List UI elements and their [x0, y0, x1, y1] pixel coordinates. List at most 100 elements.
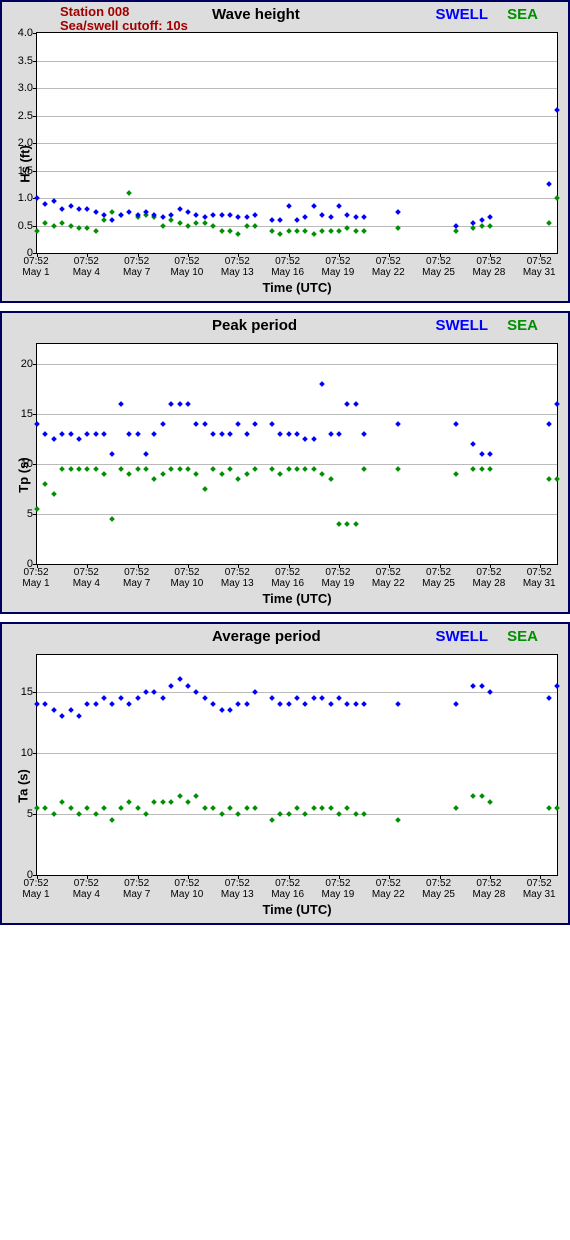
data-point-sea — [395, 817, 401, 823]
data-point-sea — [110, 817, 116, 823]
x-tick-label: 07:52May 16 — [271, 256, 304, 278]
data-point-sea — [101, 217, 107, 223]
data-point-swell — [344, 401, 350, 407]
data-point-swell — [110, 451, 116, 457]
data-point-sea — [202, 486, 208, 492]
x-tick-date: May 1 — [22, 889, 49, 900]
x-tick-label: 07:52May 22 — [372, 256, 405, 278]
plot-area: 051015 — [36, 654, 558, 876]
data-point-swell — [43, 431, 49, 437]
data-point-swell — [43, 201, 49, 207]
y-tick-label: 1.0 — [18, 192, 33, 204]
data-point-swell — [210, 212, 216, 218]
gridline — [37, 514, 557, 515]
x-tick-time: 07:52 — [22, 567, 49, 578]
x-tick-label: 07:52May 22 — [372, 567, 405, 589]
data-point-sea — [294, 805, 300, 811]
data-point-swell — [34, 195, 40, 201]
data-point-sea — [160, 471, 166, 477]
plot-wrap: Hs (ft)00.51.01.52.02.53.03.54.007:52May… — [36, 32, 558, 295]
data-point-swell — [286, 701, 292, 707]
x-tick-date: May 10 — [171, 267, 204, 278]
data-point-sea — [277, 471, 283, 477]
data-point-sea — [311, 231, 317, 237]
data-point-swell — [319, 695, 325, 701]
chart-title: Average period — [212, 628, 321, 645]
x-tick-date: May 28 — [472, 889, 505, 900]
data-point-swell — [487, 451, 493, 457]
data-point-swell — [311, 695, 317, 701]
x-tick-time: 07:52 — [472, 256, 505, 267]
data-point-swell — [101, 212, 107, 218]
x-tick-date: May 13 — [221, 578, 254, 589]
y-tick — [33, 464, 37, 465]
data-point-swell — [160, 695, 166, 701]
x-tick-date: May 10 — [171, 889, 204, 900]
data-point-swell — [269, 217, 275, 223]
data-point-swell — [126, 431, 132, 437]
x-tick-date: May 25 — [422, 889, 455, 900]
x-axis-label: Time (UTC) — [36, 591, 558, 606]
x-tick-date: May 25 — [422, 267, 455, 278]
x-tick-label: 07:52May 31 — [523, 256, 556, 278]
x-tick-date: May 19 — [322, 578, 355, 589]
data-point-sea — [143, 811, 149, 817]
data-point-sea — [194, 471, 200, 477]
data-point-swell — [177, 401, 183, 407]
data-point-sea — [252, 223, 258, 229]
data-point-swell — [395, 701, 401, 707]
data-point-swell — [319, 381, 325, 387]
x-tick-label: 07:52May 28 — [472, 878, 505, 900]
data-point-sea — [68, 805, 74, 811]
data-point-sea — [51, 223, 57, 229]
data-point-sea — [454, 471, 460, 477]
data-point-swell — [34, 421, 40, 427]
gridline — [37, 753, 557, 754]
data-point-swell — [194, 212, 200, 218]
data-point-swell — [202, 695, 208, 701]
legend-swell: SWELL — [436, 317, 489, 334]
data-point-sea — [470, 793, 476, 799]
data-point-sea — [395, 466, 401, 472]
x-tick-label: 07:52May 7 — [123, 256, 150, 278]
data-point-sea — [353, 228, 359, 234]
data-point-sea — [546, 805, 552, 811]
data-point-sea — [194, 793, 200, 799]
x-tick-time: 07:52 — [221, 878, 254, 889]
data-point-swell — [479, 217, 485, 223]
data-point-sea — [244, 805, 250, 811]
data-point-swell — [344, 701, 350, 707]
data-point-swell — [219, 212, 225, 218]
data-point-sea — [336, 228, 342, 234]
data-point-swell — [101, 431, 107, 437]
y-tick — [33, 88, 37, 89]
data-point-sea — [244, 223, 250, 229]
plot-area: 00.51.01.52.02.53.03.54.0 — [36, 32, 558, 254]
x-axis-label: Time (UTC) — [36, 280, 558, 295]
data-point-swell — [554, 401, 560, 407]
x-tick-date: May 13 — [221, 889, 254, 900]
data-point-swell — [294, 695, 300, 701]
x-tick-time: 07:52 — [472, 567, 505, 578]
x-tick-date: May 13 — [221, 267, 254, 278]
data-point-swell — [177, 206, 183, 212]
x-tick-label: 07:52May 4 — [73, 567, 100, 589]
data-point-swell — [554, 683, 560, 689]
data-point-sea — [286, 811, 292, 817]
chart-panel: Peak periodSWELLSEATp (s)0510152007:52Ma… — [0, 311, 570, 614]
x-tick-time: 07:52 — [123, 878, 150, 889]
data-point-sea — [252, 466, 258, 472]
data-point-sea — [303, 466, 309, 472]
data-point-swell — [328, 431, 334, 437]
data-point-swell — [202, 214, 208, 220]
x-tick-time: 07:52 — [22, 256, 49, 267]
x-tick-time: 07:52 — [171, 256, 204, 267]
data-point-swell — [353, 701, 359, 707]
x-tick-time: 07:52 — [123, 567, 150, 578]
data-point-sea — [34, 228, 40, 234]
data-point-swell — [59, 713, 65, 719]
chart-title: Peak period — [212, 317, 297, 334]
x-tick-time: 07:52 — [422, 878, 455, 889]
data-point-sea — [269, 228, 275, 234]
data-point-sea — [118, 805, 124, 811]
